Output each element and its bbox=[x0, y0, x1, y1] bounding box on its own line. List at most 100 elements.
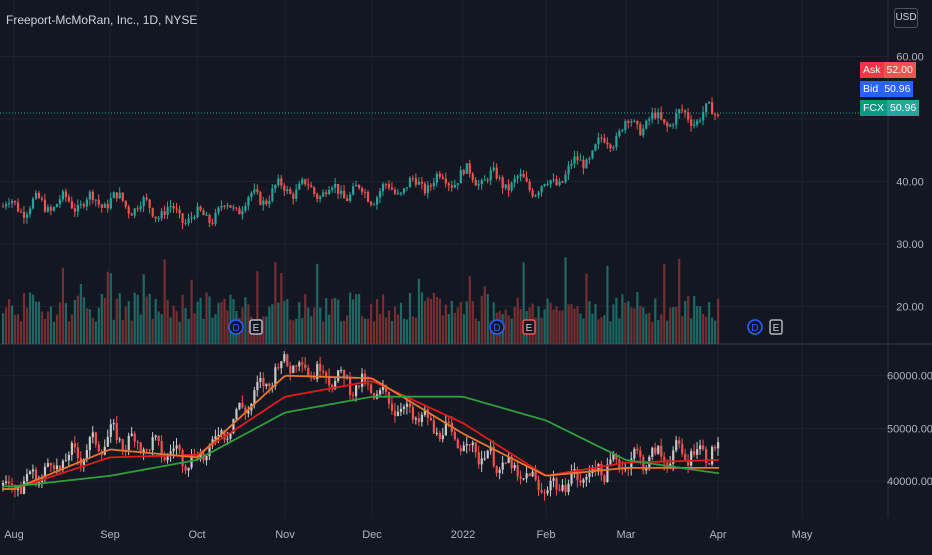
volume-bar bbox=[510, 318, 513, 344]
event-marker-label: D bbox=[232, 323, 239, 334]
lower-candle bbox=[283, 354, 286, 362]
price-candle bbox=[268, 200, 271, 205]
volume-bar bbox=[112, 319, 115, 344]
volume-bar bbox=[319, 307, 322, 344]
price-candle bbox=[169, 206, 172, 208]
volume-bar bbox=[717, 298, 720, 344]
lower-candle bbox=[292, 365, 295, 374]
price-candle bbox=[115, 192, 118, 199]
price-candle bbox=[537, 192, 540, 196]
volume-bar bbox=[612, 304, 615, 344]
lower-candle bbox=[462, 445, 465, 452]
price-candle bbox=[384, 184, 388, 186]
volume-bar bbox=[34, 301, 38, 344]
volume-bar bbox=[369, 303, 373, 344]
price-candle bbox=[187, 218, 190, 223]
lower-candle bbox=[477, 452, 480, 465]
price-candle bbox=[564, 174, 567, 183]
lower-candle bbox=[543, 492, 546, 494]
price-candle bbox=[178, 209, 181, 214]
volume-bar bbox=[223, 298, 226, 344]
lower-candle bbox=[316, 363, 319, 380]
lower-candle bbox=[435, 433, 438, 435]
time-axis-tick-label: Aug bbox=[4, 529, 24, 541]
volume-bar bbox=[310, 316, 313, 344]
volume-bar bbox=[627, 301, 630, 344]
earnings-marker bbox=[522, 319, 536, 335]
volume-bar bbox=[606, 265, 609, 344]
price-candle bbox=[501, 177, 504, 189]
volume-bar bbox=[139, 314, 142, 344]
time-axis-tick-label: Dec bbox=[362, 529, 382, 541]
price-candle bbox=[486, 179, 489, 181]
volume-bar bbox=[13, 314, 17, 344]
bid-badge: Bid 50.96 bbox=[860, 81, 914, 97]
volume-bar bbox=[88, 309, 91, 344]
lower-candle bbox=[654, 447, 657, 454]
lower-candle bbox=[76, 447, 79, 459]
price-candle bbox=[163, 211, 166, 215]
price-candle bbox=[576, 156, 579, 161]
volume-bar bbox=[483, 286, 486, 344]
volume-bar bbox=[393, 306, 397, 344]
lower-candle bbox=[277, 367, 280, 369]
price-candle bbox=[37, 192, 41, 199]
volume-bar bbox=[145, 296, 148, 344]
price-candle bbox=[609, 144, 612, 149]
volume-bar bbox=[220, 302, 223, 344]
volume-bar bbox=[121, 319, 124, 344]
price-candle bbox=[328, 189, 331, 195]
price-candle bbox=[402, 188, 406, 193]
volume-bar bbox=[337, 299, 340, 344]
lower-candle bbox=[70, 443, 74, 455]
lower-candle bbox=[274, 367, 277, 387]
price-candle bbox=[118, 192, 121, 199]
volume-bar bbox=[352, 299, 355, 344]
lower-candle bbox=[471, 442, 474, 446]
volume-bar bbox=[199, 297, 202, 344]
lower-candle bbox=[516, 465, 519, 477]
price-candle bbox=[76, 205, 79, 212]
time-axis-tick-label: Nov bbox=[275, 529, 295, 541]
lower-candle bbox=[280, 361, 283, 369]
volume-bar bbox=[399, 302, 403, 344]
price-axis-tick-label: 20.00 bbox=[896, 302, 924, 314]
volume-bar bbox=[268, 306, 271, 344]
price-candle bbox=[193, 217, 196, 219]
volume-bar bbox=[109, 273, 112, 344]
lower-axis-tick-label: 60000.00 bbox=[887, 371, 932, 383]
price-candle bbox=[91, 191, 94, 201]
price-candle bbox=[160, 211, 163, 219]
price-candle bbox=[507, 184, 510, 191]
price-candle bbox=[34, 192, 38, 199]
lower-candle bbox=[441, 435, 444, 440]
price-candle bbox=[489, 170, 492, 181]
time-axis-tick-label: Apr bbox=[709, 529, 726, 541]
price-candle bbox=[555, 179, 558, 186]
price-candle bbox=[190, 217, 193, 219]
price-candle bbox=[450, 185, 453, 188]
currency-button[interactable]: USD bbox=[894, 8, 918, 28]
lower-candle bbox=[88, 437, 91, 451]
lower-candle bbox=[334, 380, 337, 390]
volume-bar bbox=[163, 259, 166, 344]
volume-bar bbox=[211, 317, 214, 344]
volume-bar bbox=[136, 294, 139, 344]
price-candle bbox=[55, 204, 59, 208]
lower-candle bbox=[127, 435, 130, 450]
lower-candle bbox=[289, 365, 292, 374]
lower-candle bbox=[639, 450, 642, 457]
volume-bar bbox=[31, 294, 35, 344]
price-candle bbox=[414, 178, 418, 185]
volume-bar bbox=[226, 310, 229, 344]
lower-candle bbox=[82, 459, 85, 465]
price-candle bbox=[546, 184, 549, 186]
price-candle bbox=[82, 204, 85, 207]
volume-bar bbox=[582, 318, 585, 344]
price-candle bbox=[378, 191, 382, 198]
lower-candle bbox=[142, 449, 145, 453]
price-candle bbox=[471, 173, 474, 180]
price-candle bbox=[525, 177, 528, 182]
